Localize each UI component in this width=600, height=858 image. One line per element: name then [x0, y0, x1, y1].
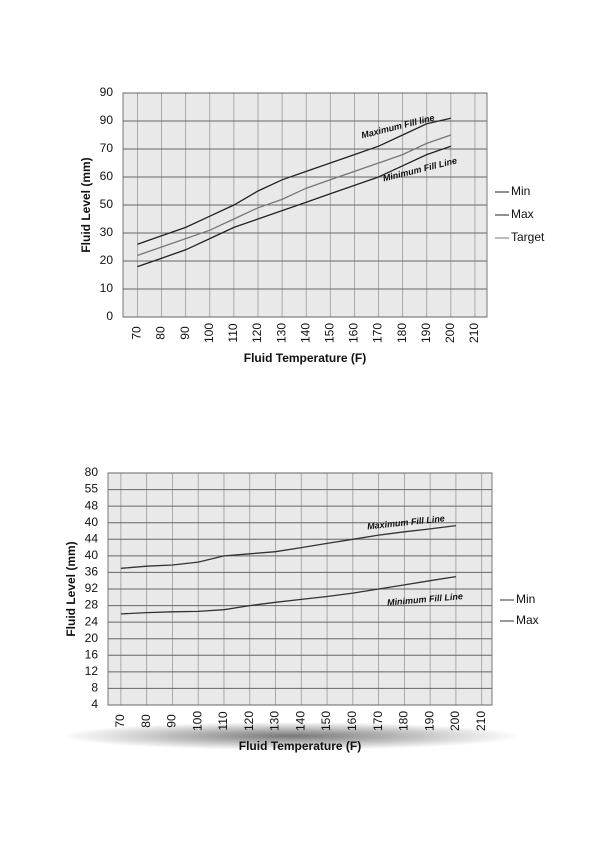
- x-tick-label: 120: [242, 711, 256, 731]
- y-tick-label: 90: [100, 113, 114, 127]
- shadow: [60, 722, 520, 750]
- y-tick-label: 92: [85, 581, 99, 595]
- series-line: [120, 575, 457, 615]
- y-tick-label: 24: [85, 614, 99, 628]
- x-tick-label: 140: [293, 711, 307, 731]
- y-tick-label: 40: [85, 548, 99, 562]
- x-tick-label: 150: [322, 323, 336, 343]
- legend-label: Max: [516, 613, 539, 627]
- x-axis-title: Fluid Temperature (F): [244, 351, 366, 365]
- y-tick-label: 12: [85, 664, 99, 678]
- y-tick-label: 60: [100, 169, 114, 183]
- legend-label: Min: [511, 184, 530, 198]
- x-tick-label: 200: [448, 711, 462, 731]
- legend-label: Max: [511, 207, 534, 221]
- y-tick-label: 8: [91, 681, 98, 695]
- y-tick-label: 55: [85, 482, 99, 496]
- x-tick-label: 140: [298, 323, 312, 343]
- y-tick-label: 16: [85, 647, 99, 661]
- legend-label: Min: [516, 592, 535, 606]
- x-tick-label: 80: [154, 326, 168, 340]
- x-tick-label: 100: [190, 711, 204, 731]
- x-tick-label: 190: [419, 323, 433, 343]
- x-tick-label: 210: [474, 711, 488, 731]
- y-tick-label: 50: [100, 197, 114, 211]
- x-tick-label: 80: [139, 714, 153, 728]
- legend-label: Target: [511, 230, 545, 244]
- x-axis-title: Fluid Temperature (F): [239, 739, 361, 753]
- y-tick-label: 48: [85, 498, 99, 512]
- y-tick-label: 0: [106, 309, 113, 323]
- x-tick-label: 150: [319, 711, 333, 731]
- x-tick-label: 160: [345, 711, 359, 731]
- x-tick-label: 130: [268, 711, 282, 731]
- series-line: [137, 134, 452, 257]
- x-tick-label: 210: [467, 323, 481, 343]
- y-tick-label: 90: [100, 85, 114, 99]
- x-tick-label: 160: [347, 323, 361, 343]
- y-tick-label: 4: [91, 697, 98, 711]
- y-tick-label: 44: [85, 531, 99, 545]
- y-tick-label: 70: [100, 141, 114, 155]
- series-line: [120, 524, 456, 569]
- y-tick-label: 20: [85, 631, 99, 645]
- x-tick-label: 90: [165, 714, 179, 728]
- x-tick-label: 100: [202, 323, 216, 343]
- series-line: [137, 145, 452, 268]
- x-tick-label: 110: [216, 711, 230, 730]
- series-line: [137, 117, 451, 245]
- y-tick-label: 30: [100, 225, 114, 239]
- x-tick-label: 170: [371, 711, 385, 731]
- x-tick-label: 90: [178, 326, 192, 340]
- x-tick-label: 70: [113, 714, 127, 728]
- x-tick-label: 70: [130, 326, 144, 340]
- y-tick-label: 10: [100, 281, 114, 295]
- x-tick-label: 120: [250, 323, 264, 343]
- x-tick-label: 130: [274, 323, 288, 343]
- y-tick-label: 28: [85, 598, 99, 612]
- y-tick-label: 20: [100, 253, 114, 267]
- y-axis-title: Fluid Level (mm): [79, 157, 93, 252]
- x-tick-label: 190: [422, 711, 436, 731]
- y-axis-title: Fluid Level (mm): [64, 541, 78, 636]
- x-tick-label: 170: [371, 323, 385, 343]
- x-tick-label: 180: [395, 323, 409, 343]
- y-tick-label: 40: [85, 515, 99, 529]
- y-tick-label: 36: [85, 565, 99, 579]
- x-tick-label: 180: [397, 711, 411, 731]
- y-tick-label: 80: [85, 465, 99, 479]
- x-tick-label: 200: [443, 323, 457, 343]
- x-tick-label: 110: [226, 323, 240, 342]
